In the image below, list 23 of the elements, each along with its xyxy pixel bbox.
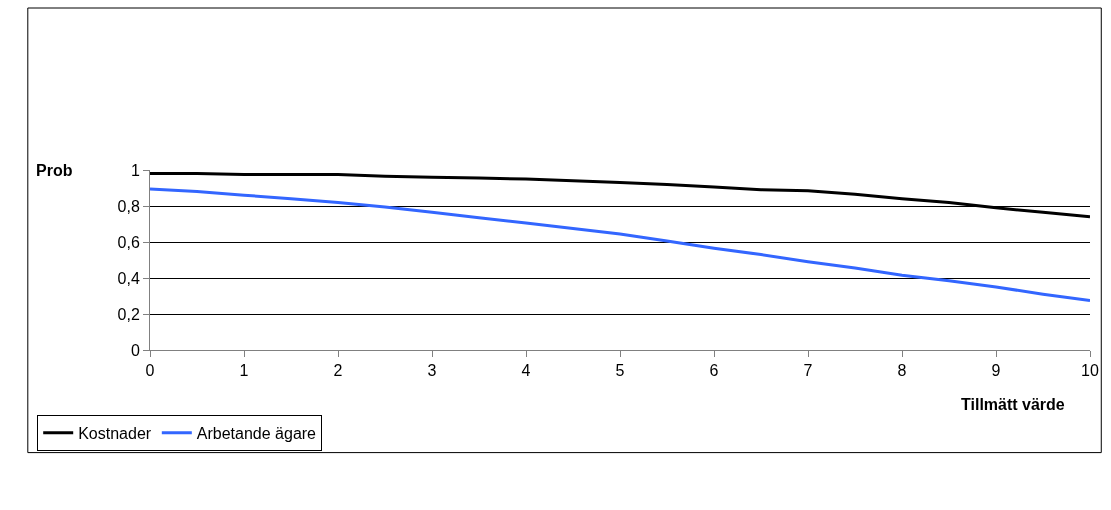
x-tick-label: 9 xyxy=(991,362,1001,380)
line-series xyxy=(150,187,1090,302)
x-tick-label: 3 xyxy=(427,362,437,380)
x-tick-label: 8 xyxy=(897,362,907,380)
x-tick-label: 2 xyxy=(333,362,343,380)
y-tick-label: 0,4 xyxy=(117,269,140,287)
legend-label: Kostnader xyxy=(78,424,152,442)
y-tick-label: 0 xyxy=(130,341,140,359)
y-tick-label: 0,6 xyxy=(117,233,140,251)
y-tick-label: 0,2 xyxy=(117,305,140,323)
y-axis-title: Prob xyxy=(36,162,73,179)
x-tick-label: 6 xyxy=(709,362,719,380)
line-series xyxy=(150,172,1090,219)
x-tick-label: 7 xyxy=(803,362,813,380)
x-tick-label: 1 xyxy=(239,362,249,380)
x-axis-title: Tillmätt värde xyxy=(961,396,1065,413)
y-tick-label: 1 xyxy=(130,161,140,179)
x-tick-label: 0 xyxy=(145,362,155,380)
x-tick-label: 5 xyxy=(615,362,625,380)
x-tick-label: 4 xyxy=(521,362,531,380)
x-tick-label: 10 xyxy=(1081,362,1099,380)
y-tick-label: 0,8 xyxy=(117,197,140,215)
legend-label: Arbetande ägare xyxy=(196,424,317,442)
